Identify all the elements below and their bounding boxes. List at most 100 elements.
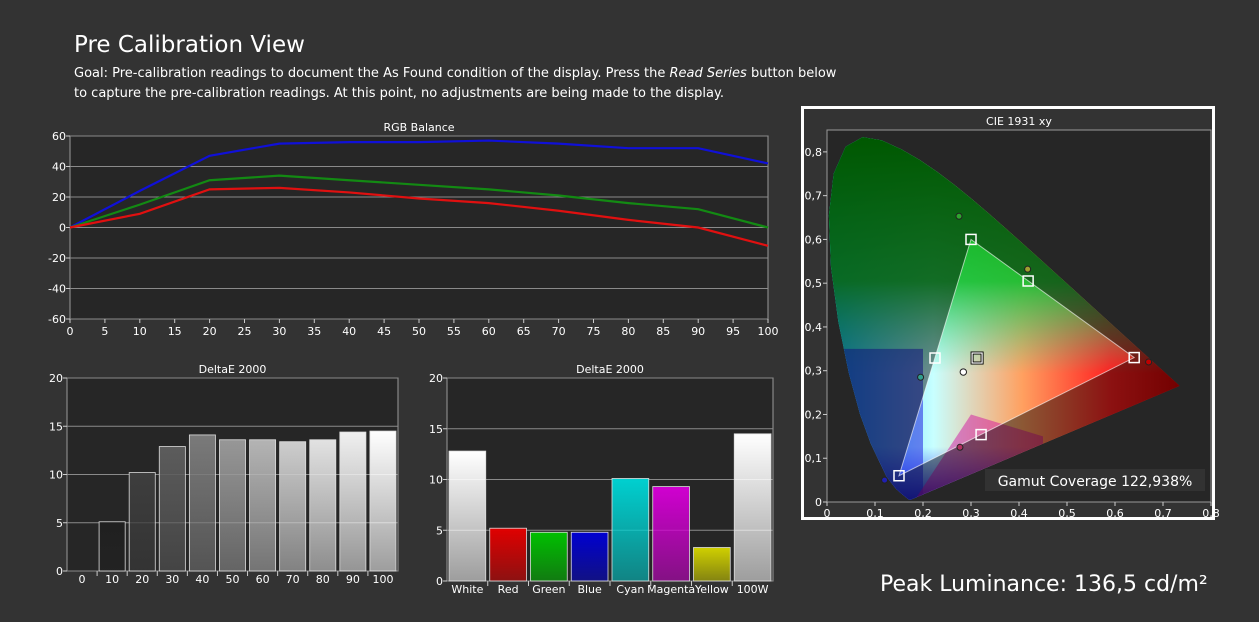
y-tick-label: 5 <box>436 524 443 537</box>
x-tick-label: Red <box>498 583 519 596</box>
x-tick-label: Cyan <box>616 583 644 596</box>
measured-secondary-point <box>1024 265 1032 273</box>
x-tick-label: 75 <box>587 325 601 338</box>
bar-yellow <box>693 547 731 582</box>
bar-40 <box>188 434 216 572</box>
x-tick-label: 20 <box>135 573 149 586</box>
x-tick-label: 40 <box>342 325 356 338</box>
measured-white-point <box>959 368 968 376</box>
x-tick-label: 30 <box>165 573 179 586</box>
x-tick-label: 15 <box>168 325 182 338</box>
bar-60 <box>249 439 277 572</box>
target-marker <box>975 428 987 441</box>
bar-white <box>448 450 487 582</box>
deltae-color-chart: DeltaE 2000 20 15 10 5 0 White Red Green Blue Cyan… <box>429 363 774 596</box>
y-tick-label: 0,5 <box>805 277 823 290</box>
x-tick-label: 30 <box>272 325 286 338</box>
x-tick-label: 65 <box>517 325 531 338</box>
bar-80 <box>309 439 337 572</box>
y-tick-label: 0 <box>815 496 822 509</box>
y-tick-label: 20 <box>429 372 443 385</box>
gamut-coverage-box <box>985 469 1205 491</box>
target-marker <box>965 233 977 246</box>
y-tick-label: 60 <box>52 130 66 143</box>
series-line-0 <box>69 139 769 229</box>
measured-secondary-point <box>956 443 964 451</box>
x-tick-label: 20 <box>203 325 217 338</box>
measured-primary-point <box>955 212 963 220</box>
x-tick-label: 70 <box>286 573 300 586</box>
x-tick-label: Green <box>532 583 565 596</box>
cie-chart-title: CIE 1931 xy <box>986 115 1052 128</box>
bar-50 <box>219 439 246 572</box>
y-tick-label: 0,3 <box>805 365 823 378</box>
x-tick-label: 0,6 <box>1106 507 1124 520</box>
y-tick-label: 40 <box>52 161 66 174</box>
x-tick-label: 100W <box>737 583 769 596</box>
x-tick-label: 0,7 <box>1154 507 1172 520</box>
y-tick-label: 20 <box>52 191 66 204</box>
y-tick-label: 15 <box>429 423 443 436</box>
x-tick-label: 80 <box>316 573 330 586</box>
x-tick-label: 35 <box>307 325 321 338</box>
bar-magenta <box>652 486 690 582</box>
x-tick-label: 100 <box>758 325 779 338</box>
x-tick-label: 90 <box>691 325 705 338</box>
x-tick-label: 5 <box>101 325 108 338</box>
x-tick-label: 0 <box>79 573 86 586</box>
x-tick-label: Yellow <box>694 583 729 596</box>
bar-red <box>489 527 527 582</box>
y-tick-label: 10 <box>429 474 443 487</box>
x-tick-label: 50 <box>412 325 426 338</box>
x-tick-label: Magenta <box>647 583 695 596</box>
goal-text-post: button below to capture the pre-calibrat… <box>74 66 837 101</box>
white-target-marker <box>971 352 983 364</box>
y-tick-label: 5 <box>56 517 63 530</box>
x-tick-label: 10 <box>133 325 147 338</box>
x-tick-label: 25 <box>238 325 252 338</box>
y-tick-label: 0 <box>436 575 443 588</box>
y-tick-label: 0,7 <box>805 190 823 203</box>
y-tick-label: 0 <box>56 565 63 578</box>
x-tick-label: 0 <box>824 507 831 520</box>
x-tick-label: 0,4 <box>1010 507 1028 520</box>
gamut-coverage-label: Gamut Coverage 122,938% <box>998 474 1193 490</box>
bar-chart-title: DeltaE 2000 <box>199 363 267 376</box>
y-tick-label: -20 <box>48 252 66 265</box>
target-gamut-triangle <box>898 238 1136 477</box>
x-tick-label: 0,5 <box>1058 507 1076 520</box>
x-tick-label: White <box>451 583 483 596</box>
target-marker <box>893 469 905 482</box>
x-tick-label: 0,1 <box>866 507 884 520</box>
bar-blue <box>570 531 609 582</box>
bar-green <box>530 531 568 582</box>
y-tick-label: 15 <box>49 420 63 433</box>
bar-cyan <box>611 478 650 582</box>
y-tick-label: 0,6 <box>805 233 823 246</box>
x-tick-label: 0,3 <box>962 507 980 520</box>
x-tick-label: 85 <box>656 325 670 338</box>
x-tick-label: 80 <box>621 325 635 338</box>
x-tick-label: 100 <box>372 573 393 586</box>
x-tick-label: 60 <box>482 325 496 338</box>
bar-90 <box>339 431 367 572</box>
measured-secondary-point <box>917 373 925 381</box>
measured-primary-point <box>1145 358 1153 366</box>
x-tick-label: Blue <box>577 583 602 596</box>
x-tick-label: 40 <box>195 573 209 586</box>
bar-chart-title: DeltaE 2000 <box>576 363 644 376</box>
goal-description: Goal: Pre-calibration readings to docume… <box>74 64 844 104</box>
y-tick-label: 0,1 <box>805 452 823 465</box>
x-tick-label: 90 <box>346 573 360 586</box>
bar-100 <box>369 430 397 572</box>
y-tick-label: 0,8 <box>805 146 823 159</box>
x-tick-label: 70 <box>552 325 566 338</box>
y-tick-label: 0,4 <box>805 321 823 334</box>
y-tick-label: 20 <box>49 372 63 385</box>
y-tick-label: -60 <box>48 313 66 326</box>
x-tick-label: 0,2 <box>914 507 932 520</box>
read-series-term: Read Series <box>669 66 747 81</box>
